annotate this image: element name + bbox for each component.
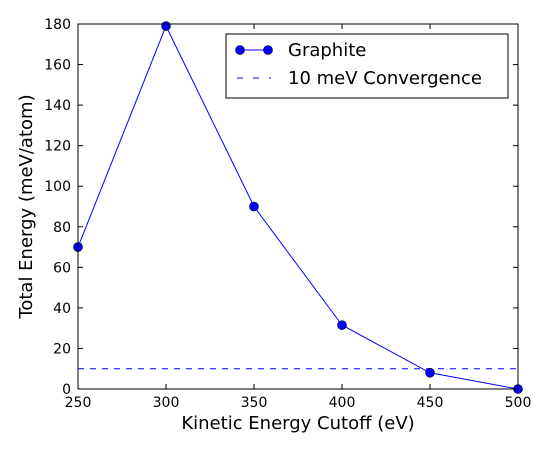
legend-marker-graphite — [263, 45, 273, 55]
y-axis-title: Total Energy (meV/atom) — [16, 94, 37, 319]
legend-box — [225, 33, 509, 99]
data-point-graphite — [161, 21, 171, 31]
y-tick-label: 60 — [53, 260, 71, 276]
y-tick-label: 100 — [44, 179, 71, 195]
y-tick-label: 20 — [53, 341, 71, 357]
x-axis-title: Kinetic Energy Cutoff (eV) — [181, 413, 414, 434]
y-tick-label: 180 — [44, 17, 71, 33]
y-tick-label: 160 — [44, 58, 71, 74]
data-point-graphite — [425, 367, 435, 378]
y-tick-label: 120 — [44, 139, 71, 155]
legend-marker-graphite — [235, 45, 245, 55]
series-line-graphite — [77, 24, 519, 390]
x-tick-label: 250 — [65, 395, 92, 411]
ticks-layer: 250 300 350 400 450 500 0 20 40 60 80 100 120 140 160 1… — [44, 17, 531, 411]
x-tick-label: 350 — [241, 395, 268, 411]
plot-layer — [73, 21, 523, 394]
x-tick-label: 500 — [505, 395, 532, 411]
x-tick-label: 450 — [417, 395, 444, 411]
y-tick-label: 0 — [62, 382, 71, 398]
x-tick-label: 400 — [329, 395, 356, 411]
legend-label-graphite: Graphite — [288, 40, 366, 61]
plot-frame — [77, 23, 519, 390]
y-tick-label: 140 — [44, 98, 71, 114]
y-tick-label: 80 — [53, 220, 71, 236]
legend: Graphite 10 meV Convergence — [225, 33, 509, 99]
x-tick-label: 300 — [153, 395, 180, 411]
legend-label-convergence: 10 meV Convergence — [288, 68, 482, 89]
y-tick-label: 40 — [53, 301, 71, 317]
data-point-graphite — [337, 320, 347, 330]
data-point-graphite — [249, 201, 259, 212]
